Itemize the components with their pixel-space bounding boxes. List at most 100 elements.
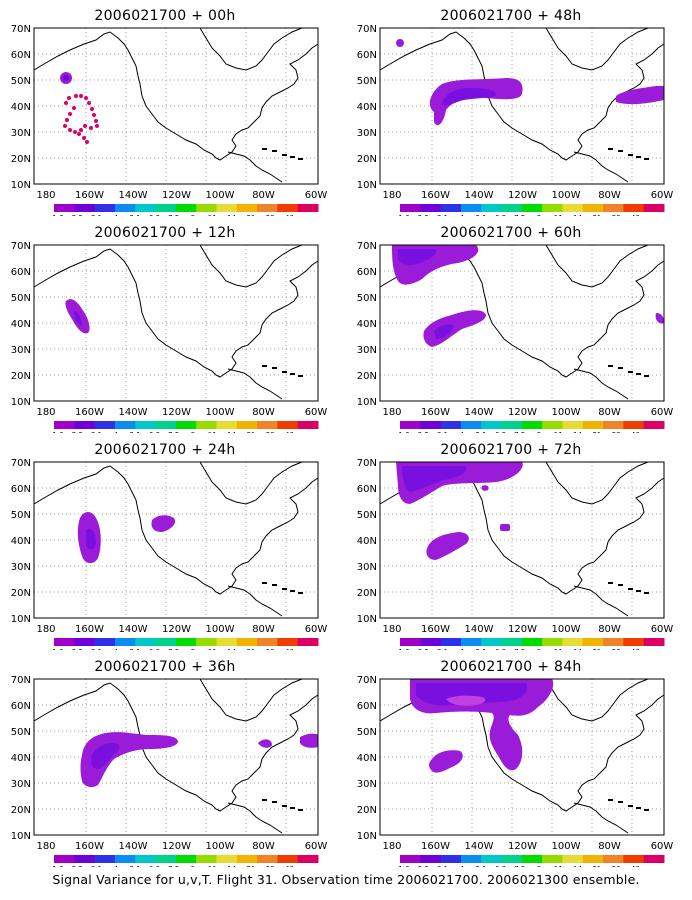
island: [636, 156, 641, 158]
map-frame-bg: [34, 462, 318, 618]
colorbar-swatch: [460, 204, 482, 212]
colorbar-swatch: [297, 421, 319, 429]
coastline: [199, 27, 303, 71]
coastline: [33, 248, 319, 378]
colorbar-swatch: [582, 638, 604, 646]
colorbar-label: 7.5: [168, 214, 179, 216]
colorbar-label: 6.3: [149, 214, 160, 216]
colorbar-label: 21: [246, 865, 255, 867]
colorbar-label: 9: [537, 865, 541, 867]
coastline: [199, 461, 303, 505]
coastline: [573, 151, 629, 183]
panel-title: 2006021700 + 00h: [94, 8, 236, 24]
lon-tick-label: 160W: [421, 624, 450, 635]
colorbar-label: 40: [631, 865, 640, 867]
lon-tick-label: 80W: [252, 624, 275, 635]
map-svg: 70N 60N 50N 40N 30N 20N 10N 180 160W 140W 120W 100W…: [357, 241, 674, 433]
colorbar-swatch: [135, 204, 157, 212]
map-frame: [33, 461, 319, 619]
colorbar-label: 3.1: [437, 648, 448, 650]
lat-tick-label: 40N: [357, 536, 377, 547]
lon-tick-label: 100W: [552, 407, 581, 418]
island: [644, 592, 649, 594]
lon-tick-label: 180: [382, 841, 401, 852]
lat-tick-label: 60N: [11, 267, 31, 278]
colorbar-label: 2.2: [418, 648, 429, 650]
lat-tick-label: 40N: [11, 102, 31, 113]
map-panel-48h: 2006021700 + 48h 70N 60N 50N 40N 30N 20N 10N 18…: [346, 4, 676, 216]
lon-tick-label: 60W: [651, 190, 674, 201]
lon-tick-label: 80W: [252, 190, 275, 201]
lat-tick-label: 10N: [357, 831, 377, 842]
colorbar-swatch: [114, 638, 136, 646]
colorbar-swatch: [216, 638, 238, 646]
island: [618, 150, 623, 152]
map-frame: [33, 678, 319, 836]
lat-tick-label: 60N: [357, 267, 377, 278]
lon-tick-label: 100W: [206, 190, 235, 201]
coastline: [545, 678, 649, 722]
colorbar-label: 29: [612, 648, 621, 650]
colorbar-label: 5.1: [476, 431, 487, 433]
lon-tick-label: 80W: [598, 190, 621, 201]
lon-tick-label: 60W: [305, 407, 328, 418]
island: [290, 373, 295, 375]
colorbar-label: 7.5: [514, 648, 525, 650]
colorbar-label: 7.5: [168, 431, 179, 433]
lat-tick-label: 20N: [11, 805, 31, 816]
island: [608, 365, 613, 367]
lat-tick-label: 70N: [11, 458, 31, 469]
colorbar-swatch: [297, 638, 319, 646]
lon-tick-label: 180: [36, 624, 55, 635]
colorbar-label: 29: [266, 431, 275, 433]
colorbar-label: 5.1: [476, 648, 487, 650]
colorbar-label: 40: [631, 214, 640, 216]
colorbar-label: 2.2: [72, 648, 83, 650]
map-panel-72h: 2006021700 + 72h 70N 60N 50N 40N 30N 20N 10N 18…: [346, 438, 676, 650]
island: [618, 367, 623, 369]
colorbar-swatch: [297, 204, 319, 212]
colorbar-label: 7.5: [168, 865, 179, 867]
lon-tick-label: 180: [36, 190, 55, 201]
colorbar-swatch: [114, 421, 136, 429]
map-panel-00h: 2006021700 + 00h 70N 60N 50N 40N 30N 20N 10N 18…: [0, 4, 330, 216]
colorbar-swatch: [643, 204, 665, 212]
colorbar-label: 6.3: [495, 865, 506, 867]
colorbar-label: 11: [554, 648, 563, 650]
colorbar-swatch: [460, 855, 482, 863]
coastline: [33, 31, 319, 161]
colorbar-swatch: [440, 421, 462, 429]
colorbar-swatch: [582, 204, 604, 212]
colorbar-swatch: [54, 204, 75, 212]
colorbar-label: 14: [227, 648, 236, 650]
island: [282, 371, 287, 373]
lat-tick-label: 50N: [11, 293, 31, 304]
colorbar-label: 6.3: [495, 431, 506, 433]
island: [298, 375, 303, 377]
colorbar-swatch: [562, 638, 584, 646]
colorbar-swatch: [623, 638, 645, 646]
colorbar-swatch: [542, 855, 563, 863]
colorbar-label: 29: [266, 648, 275, 650]
colorbar-swatch: [460, 421, 482, 429]
lon-tick-label: 100W: [552, 190, 581, 201]
island: [262, 582, 267, 584]
lat-tick-label: 50N: [357, 293, 377, 304]
lon-tick-label: 140W: [465, 624, 494, 635]
colorbar-label: 3.1: [91, 865, 102, 867]
colorbar-swatch: [236, 855, 258, 863]
lat-tick-label: 50N: [11, 76, 31, 87]
lat-tick-label: 30N: [357, 345, 377, 356]
map-panel-36h: 2006021700 + 36h 70N 60N 50N 40N 30N 20N 10N 18…: [0, 655, 330, 867]
colorbar-swatch: [643, 638, 665, 646]
island: [644, 809, 649, 811]
lon-tick-label: 160W: [75, 841, 104, 852]
lon-tick-label: 60W: [651, 624, 674, 635]
colorbar-label: 1.6: [52, 431, 64, 433]
colorbar-label: 5.1: [130, 431, 141, 433]
colorbar-swatch: [562, 421, 584, 429]
panel-title: 2006021700 + 12h: [94, 225, 236, 241]
lat-tick-label: 40N: [11, 753, 31, 764]
colorbar-swatch: [603, 421, 624, 429]
colorbar-label: 5.1: [130, 214, 141, 216]
